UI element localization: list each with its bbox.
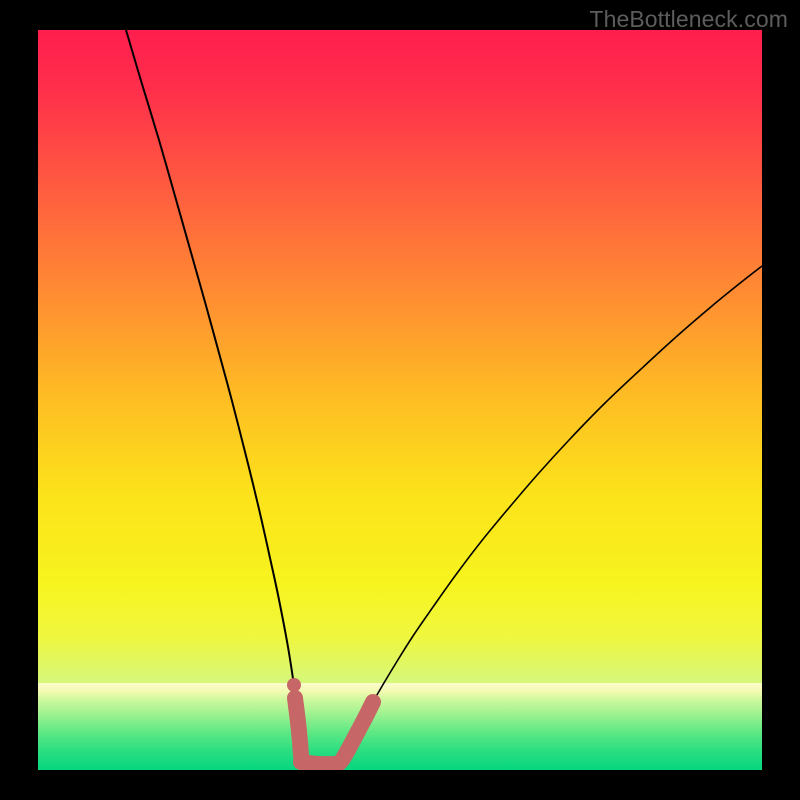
right-curve [338,266,762,765]
watermark-text: TheBottleneck.com [589,6,788,33]
curves-layer [38,30,762,770]
highlight-left [295,698,302,761]
plot-area [38,30,762,770]
chart-frame: TheBottleneck.com [0,0,800,800]
highlight-dot [287,678,301,692]
left-curve [126,30,304,765]
highlight-right [338,702,373,764]
